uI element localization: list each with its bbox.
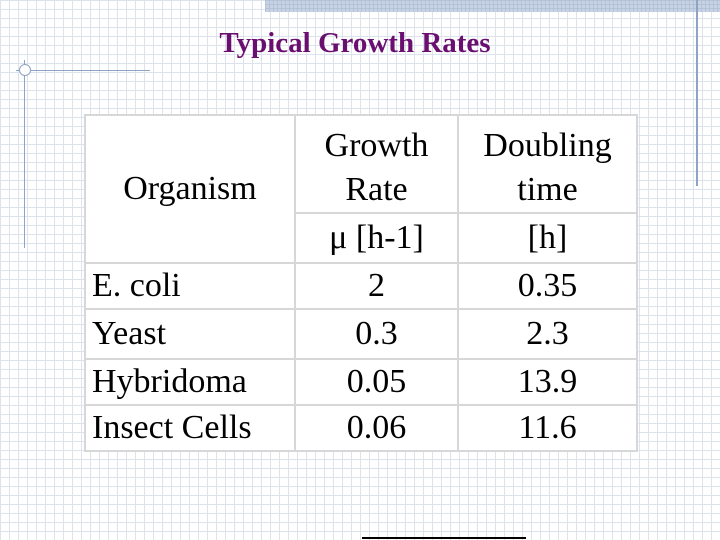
cell-organism: Hybridoma — [84, 358, 296, 406]
cell-organism: E. coli — [84, 262, 296, 310]
header-growth-rate: Growth Rate — [294, 114, 459, 214]
left-vertical-rule — [24, 60, 25, 248]
header-doubling-time: Doubling time — [457, 114, 638, 214]
cell-organism: Insect Cells — [84, 404, 296, 452]
table-unit-row: μ [h-1] [h] — [85, 212, 638, 264]
slide-title: Typical Growth Rates — [219, 27, 491, 59]
top-decorative-band — [265, 0, 720, 12]
header-organism: Organism — [84, 114, 296, 264]
table-header-row: Organism Growth Rate Doubling time — [84, 114, 638, 264]
cell-doubling-time: 2.3 — [457, 308, 638, 360]
header-doubling-line1: Doubling — [483, 127, 612, 164]
table-row: Insect Cells 0.06 11.6 — [84, 404, 638, 452]
table-row: Hybridoma 0.05 13.9 — [84, 358, 638, 406]
right-vertical-rule — [696, 0, 698, 186]
growth-rates-table: Organism Growth Rate Doubling time μ [h-… — [84, 114, 638, 452]
cell-doubling-time: 13.9 — [457, 358, 638, 406]
cell-growth-rate: 2 — [294, 262, 459, 310]
header-doubling-line2: time — [517, 171, 578, 208]
table-row: E. coli 2 0.35 — [84, 262, 638, 310]
cell-doubling-time: 0.35 — [457, 262, 638, 310]
header-growth-line2: Rate — [345, 171, 408, 208]
cell-growth-rate: 0.06 — [294, 404, 459, 452]
table-row: Yeast 0.3 2.3 — [84, 308, 638, 360]
cell-organism: Yeast — [84, 308, 296, 360]
left-horizontal-rule — [16, 70, 150, 71]
header-doubling-unit: [h] — [457, 212, 638, 264]
bottom-rule — [362, 537, 526, 539]
header-growth-unit: μ [h-1] — [294, 212, 459, 264]
cell-growth-rate: 0.3 — [294, 308, 459, 360]
header-growth-line1: Growth — [324, 127, 429, 164]
cell-growth-rate: 0.05 — [294, 358, 459, 406]
cell-doubling-time: 11.6 — [457, 404, 638, 452]
circle-target-icon — [19, 64, 31, 76]
